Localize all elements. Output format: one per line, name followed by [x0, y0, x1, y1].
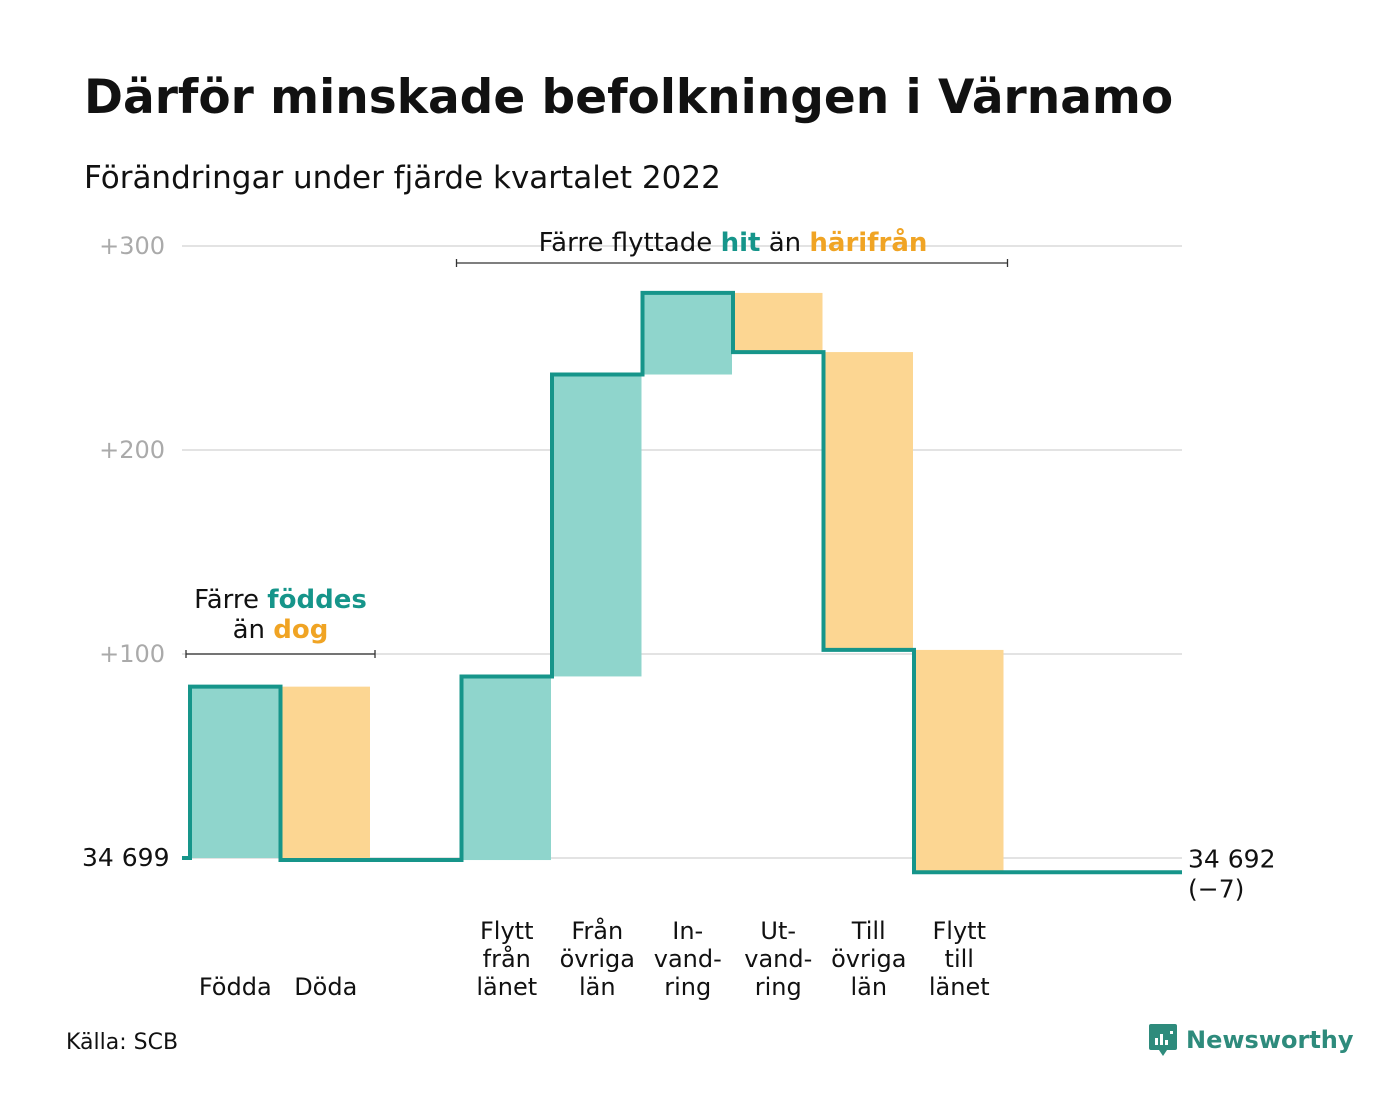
start-population-label: 34 699 [82, 843, 169, 872]
source-note: Källa: SCB [66, 1030, 179, 1055]
category-label: ring [755, 973, 802, 1001]
waterfall-bar [915, 649, 1004, 873]
page-title: Därför minskade befolkningen i Värnamo [84, 70, 1174, 125]
annotation-segment: härifrån [809, 226, 927, 258]
waterfall-bar [191, 686, 280, 858]
annotation-segment: Färre [194, 585, 267, 615]
end-population-label: 34 692 [1188, 844, 1275, 873]
page-subtitle: Förändringar under fjärde kvartalet 2022 [84, 160, 721, 196]
category-label: Ut- [760, 917, 796, 945]
annotation-segment: än [233, 615, 274, 645]
category-label: Till [851, 917, 886, 945]
category-label: länet [929, 973, 990, 1001]
waterfall-bar [643, 292, 732, 375]
annotation-segment: föddes [267, 585, 367, 615]
category-label: län [850, 973, 887, 1001]
category-label: ring [664, 973, 711, 1001]
category-label: vand- [744, 945, 812, 973]
category-label: Döda [294, 973, 357, 1001]
annotation-segment: Färre flyttade [539, 228, 721, 258]
population-step-line [182, 290, 1182, 875]
annotation-segment: hit [721, 228, 761, 258]
annotation-text: Färre flyttade hit än härifrån [539, 226, 928, 258]
y-tick-label: +100 [99, 640, 165, 668]
end-change-label: (−7) [1188, 874, 1244, 903]
waterfall-bar [281, 686, 370, 861]
waterfall-bar [462, 676, 551, 861]
waterfall-bar [553, 374, 642, 677]
category-label: länet [476, 973, 537, 1001]
newsworthy-logo-icon [1149, 1024, 1177, 1056]
category-label: till [945, 945, 974, 973]
category-label: län [579, 973, 616, 1001]
waterfall-bar [824, 352, 913, 650]
category-label: Flytt [933, 917, 987, 945]
y-tick-label: +200 [99, 436, 165, 464]
brand-name: Newsworthy [1186, 1026, 1354, 1054]
category-label: övriga [560, 945, 635, 973]
waterfall-bar [734, 292, 823, 353]
annotation-text: än dog [233, 615, 329, 645]
category-label: från [483, 944, 531, 973]
annotation-text: Färre föddes [194, 585, 367, 615]
category-label: Från [571, 916, 623, 945]
category-label: vand- [654, 945, 722, 973]
category-label: Flytt [480, 917, 534, 945]
category-label: In- [672, 917, 703, 945]
category-label: övriga [831, 945, 906, 973]
category-label: Födda [199, 973, 272, 1001]
annotation-segment: dog [273, 615, 328, 645]
annotation-segment: än [760, 228, 809, 258]
brand-logo: Newsworthy [1148, 1022, 1354, 1058]
y-tick-label: +300 [99, 232, 165, 260]
